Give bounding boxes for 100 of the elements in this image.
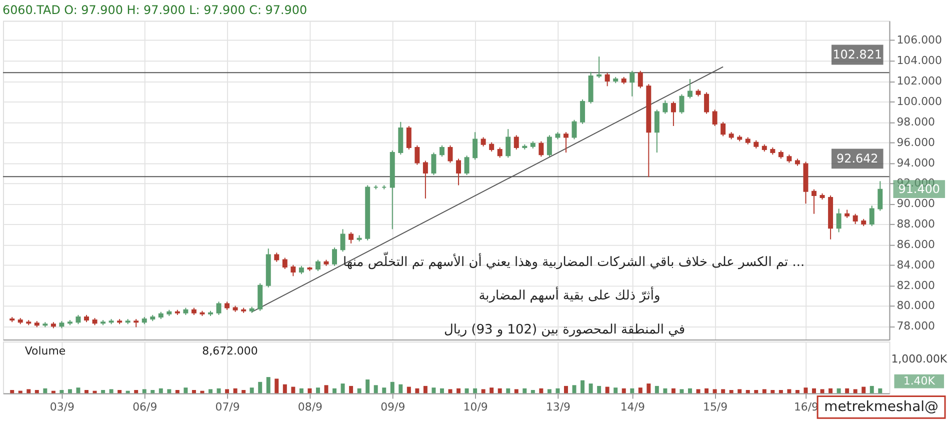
candlestick	[456, 158, 462, 186]
candlestick	[290, 264, 296, 277]
candlestick	[76, 314, 81, 325]
bar	[630, 388, 634, 394]
bar	[738, 389, 742, 394]
candlestick	[720, 121, 726, 137]
bar	[266, 377, 270, 394]
bar	[778, 390, 783, 394]
bar	[357, 388, 362, 394]
bar	[498, 388, 502, 394]
bar	[142, 389, 146, 394]
candlestick	[282, 257, 288, 270]
bar	[26, 389, 31, 394]
bar	[812, 388, 816, 394]
bar	[762, 389, 766, 394]
candlestick	[546, 134, 552, 158]
bar	[688, 388, 692, 394]
bar	[514, 389, 518, 394]
bar	[721, 389, 726, 394]
bar	[118, 390, 122, 394]
bar	[473, 388, 478, 394]
text: Volume	[24, 344, 66, 358]
candlestick	[688, 78, 692, 99]
bar	[530, 390, 535, 394]
bar	[68, 389, 72, 394]
bar	[233, 388, 238, 394]
y-tick-label: 82.000	[896, 278, 936, 292]
bar	[680, 389, 684, 394]
bar	[208, 389, 212, 394]
bar	[332, 388, 337, 394]
y-tick-label: 102.000	[896, 74, 942, 88]
candlestick	[596, 56, 602, 78]
bar	[804, 388, 808, 394]
bar	[464, 388, 469, 394]
candlestick	[630, 70, 635, 97]
candlestick	[439, 144, 444, 158]
x-tick-label: 16/9	[794, 400, 819, 414]
bar	[167, 389, 172, 394]
bar	[398, 384, 403, 394]
bar	[184, 388, 188, 394]
bar	[638, 388, 642, 394]
bar	[84, 390, 88, 394]
bar	[340, 384, 345, 394]
bar	[291, 386, 296, 394]
candlestick	[216, 301, 222, 316]
bar	[390, 382, 394, 394]
ref-line-label: 92.642	[836, 152, 878, 166]
x-tick-label: 07/9	[215, 400, 240, 414]
bar	[109, 389, 114, 394]
bar	[282, 384, 287, 394]
bar	[158, 388, 163, 394]
bar	[588, 384, 593, 394]
candlestick	[414, 144, 420, 166]
candlestick	[704, 92, 710, 114]
bar	[614, 388, 618, 394]
x-tick-label: 14/9	[620, 400, 645, 414]
bar	[406, 386, 411, 394]
annotation: وأثرّ ذلك على بقية أسهم المضاربة	[478, 286, 660, 304]
bar	[580, 380, 585, 394]
bar	[258, 382, 262, 394]
bar	[836, 388, 841, 394]
candlestick	[662, 100, 668, 114]
bar	[845, 388, 850, 394]
bar	[242, 390, 246, 394]
candlestick	[497, 146, 502, 158]
bar	[10, 390, 14, 394]
candlestick	[431, 152, 436, 176]
bar	[654, 386, 659, 394]
candlestick	[464, 155, 470, 176]
x-tick-label: 08/9	[298, 400, 323, 414]
candlestick	[878, 180, 883, 212]
bar	[605, 386, 610, 394]
y-tick-label: 78.000	[896, 320, 936, 333]
bar	[440, 388, 444, 394]
bar	[712, 389, 717, 394]
candlestick	[538, 140, 544, 158]
bar	[216, 388, 221, 394]
candlestick	[812, 188, 816, 214]
x-tick-label: 09/9	[380, 400, 406, 414]
bar	[76, 388, 80, 394]
bar	[795, 390, 800, 394]
bar	[506, 388, 510, 394]
y-tick-label: 80.000	[896, 299, 936, 312]
candlestick	[712, 109, 718, 126]
bar	[853, 389, 858, 394]
candlestick	[315, 259, 320, 272]
candlestick	[580, 98, 586, 124]
bar	[539, 388, 544, 394]
bar	[820, 389, 824, 394]
candlestick	[604, 72, 610, 87]
bar	[225, 389, 230, 394]
bar	[572, 385, 576, 394]
candlestick	[332, 247, 338, 266]
bar	[646, 384, 651, 394]
bar	[597, 386, 602, 394]
bar	[870, 386, 874, 394]
candlestick	[514, 134, 519, 150]
bar	[192, 390, 196, 394]
y-tick-label: 88.000	[896, 218, 936, 231]
bar	[696, 389, 700, 394]
